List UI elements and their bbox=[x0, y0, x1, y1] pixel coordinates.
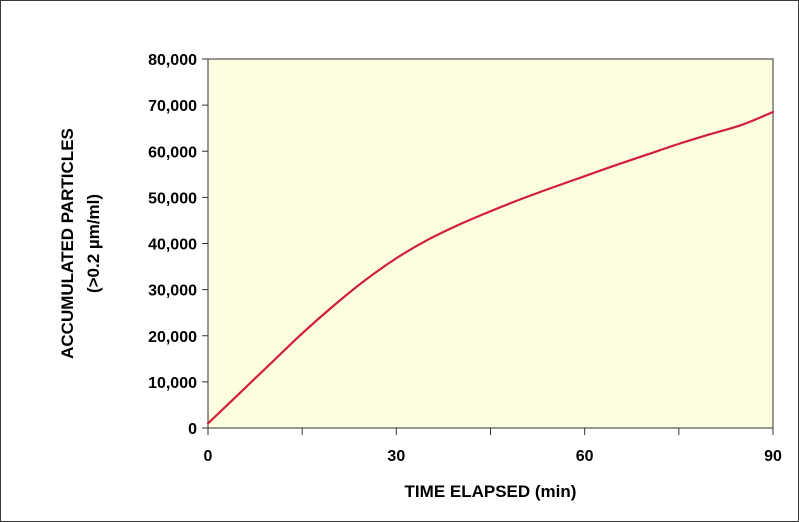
y-axis-title-line-1: ACCUMULATED PARTICLES bbox=[58, 128, 77, 359]
y-tick-label: 80,000 bbox=[148, 52, 197, 69]
y-tick-label: 0 bbox=[188, 421, 197, 438]
y-tick-label: 60,000 bbox=[148, 144, 197, 161]
x-tick-label: 60 bbox=[576, 448, 594, 465]
series-line bbox=[206, 110, 775, 425]
plot-area bbox=[207, 58, 774, 429]
y-tick-label: 40,000 bbox=[148, 237, 197, 254]
y-tick-label: 70,000 bbox=[148, 98, 197, 115]
y-tick-label: 30,000 bbox=[148, 283, 197, 300]
x-tick-label: 90 bbox=[764, 448, 782, 465]
x-tick-label: 0 bbox=[204, 448, 213, 465]
y-axis-title-line-2: (>0.2 µm/ml) bbox=[84, 194, 103, 293]
y-tick-label: 10,000 bbox=[148, 375, 197, 392]
x-tick-label: 30 bbox=[387, 448, 405, 465]
x-axis-title: TIME ELAPSED (min) bbox=[405, 482, 577, 501]
y-tick-label: 50,000 bbox=[148, 190, 197, 207]
y-tick-label: 20,000 bbox=[148, 329, 197, 346]
